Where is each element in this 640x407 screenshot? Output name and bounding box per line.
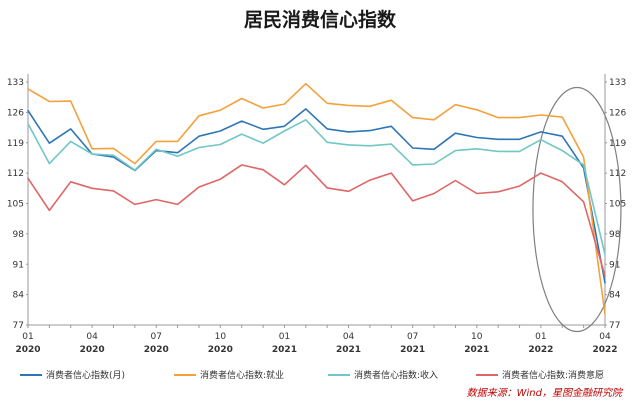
x-tick-label-year: 2021: [464, 345, 489, 355]
x-tick-label-year: 2020: [15, 345, 40, 355]
x-tick-label-month: 10: [215, 332, 227, 342]
series-line-1: [27, 108, 606, 284]
y-tick-label-left: 98: [13, 230, 25, 240]
x-tick-label-month: 04: [599, 332, 611, 342]
x-tick-label-month: 04: [86, 332, 98, 342]
highlight-ellipse: [532, 86, 622, 333]
y-tick-label-right: 77: [609, 321, 620, 331]
y-tick-label-right: 126: [609, 108, 626, 118]
x-tick-label-year: 2022: [528, 345, 553, 355]
y-tick-label-left: 84: [13, 291, 25, 301]
y-tick-label-left: 91: [13, 260, 24, 270]
x-tick-label-year: 2022: [592, 345, 617, 355]
y-tick-label-right: 98: [609, 230, 621, 240]
chart-title: 居民消费信心指数: [244, 8, 397, 31]
data-source-note: 数据来源：Wind，星图金融研究院: [467, 387, 624, 399]
x-tick-label-month: 04: [343, 332, 355, 342]
highlight-ellipse-group: [532, 86, 622, 333]
x-tick-label-year: 2021: [400, 345, 425, 355]
series-line-4: [27, 164, 606, 277]
legend-label: 消费者信心指数:就业: [200, 369, 284, 381]
y-tick-label-right: 91: [609, 260, 620, 270]
y-tick-label-left: 112: [7, 169, 24, 179]
y-tick-label-left: 126: [7, 108, 24, 118]
y-tick-label-right: 119: [609, 139, 626, 149]
legend-label: 消费者信心指数:消费意愿: [502, 369, 604, 381]
y-tick-label-left: 133: [7, 78, 24, 88]
series-line-2: [27, 82, 606, 316]
y-tick-label-right: 84: [609, 291, 621, 301]
y-tick-label-left: 119: [7, 139, 24, 149]
x-tick-label-month: 01: [535, 332, 546, 342]
y-tick-label-right: 112: [609, 169, 626, 179]
axes: 77 77 84 84 91 91 98 98 105 105 112 112 119 119 126 126…: [7, 74, 626, 355]
x-tick-label-month: 10: [471, 332, 483, 342]
y-tick-label-left: 77: [13, 321, 24, 331]
series-lines: [27, 82, 606, 316]
x-tick-label-month: 07: [407, 332, 418, 342]
x-tick-label-year: 2020: [144, 345, 169, 355]
series-line-3: [27, 119, 606, 256]
y-tick-label-left: 105: [7, 200, 24, 210]
legend: 消费者信心指数(月) 消费者信心指数:就业 消费者信心指数:收入 消费者信心指数:消费…: [20, 369, 604, 381]
legend-label: 消费者信心指数:收入: [354, 369, 438, 381]
x-tick-label-year: 2020: [208, 345, 233, 355]
y-tick-label-right: 133: [609, 78, 626, 88]
y-tick-label-right: 105: [609, 200, 626, 210]
x-tick-label-month: 01: [22, 332, 33, 342]
x-tick-label-year: 2021: [336, 345, 361, 355]
legend-label: 消费者信心指数(月): [46, 369, 125, 381]
x-tick-label-year: 2021: [272, 345, 297, 355]
x-tick-label-year: 2020: [80, 345, 105, 355]
x-tick-label-month: 07: [150, 332, 161, 342]
x-tick-label-month: 01: [279, 332, 290, 342]
